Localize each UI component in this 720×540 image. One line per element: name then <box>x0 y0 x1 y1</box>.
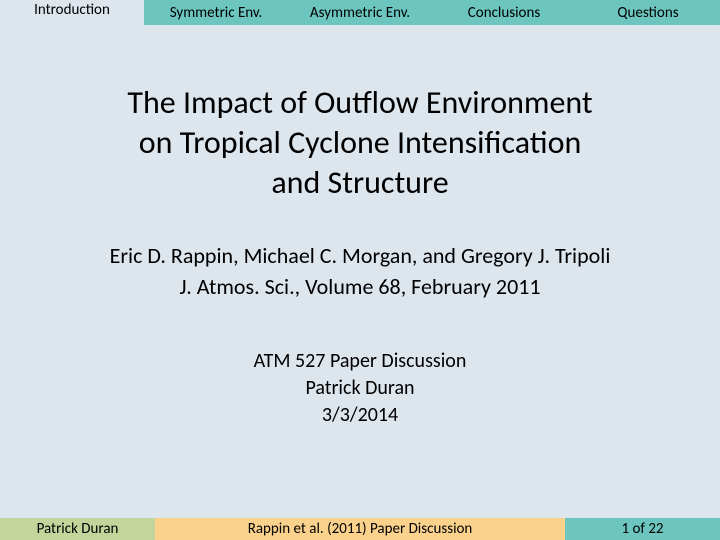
nav-tab-asymmetric[interactable]: Asymmetric Env. <box>288 0 432 25</box>
course-line: ATM 527 Paper Discussion <box>254 349 467 373</box>
discussion-info: ATM 527 Paper Discussion Patrick Duran 3… <box>254 348 467 429</box>
nav-bar: Introduction Symmetric Env. Asymmetric E… <box>0 0 720 25</box>
footer-bar: Patrick Duran Rappin et al. (2011) Paper… <box>0 518 720 540</box>
nav-tab-introduction[interactable]: Introduction <box>0 0 144 25</box>
presenter-line: Patrick Duran <box>305 376 414 400</box>
nav-tab-symmetric[interactable]: Symmetric Env. <box>144 0 288 25</box>
authors-block: Eric D. Rappin, Michael C. Morgan, and G… <box>110 241 611 303</box>
footer-page-number: 1 of 22 <box>565 518 720 540</box>
footer-presenter: Patrick Duran <box>0 518 155 540</box>
nav-tab-conclusions[interactable]: Conclusions <box>432 0 576 25</box>
journal-line: J. Atmos. Sci., Volume 68, February 2011 <box>179 273 540 300</box>
title-line: The Impact of Outflow Environment <box>127 83 592 122</box>
title-line: and Structure <box>271 163 448 202</box>
authors-line: Eric D. Rappin, Michael C. Morgan, and G… <box>110 242 611 269</box>
slide: Introduction Symmetric Env. Asymmetric E… <box>0 0 720 540</box>
content-area: The Impact of Outflow Environment on Tro… <box>0 25 720 518</box>
footer-title: Rappin et al. (2011) Paper Discussion <box>155 518 565 540</box>
nav-tab-questions[interactable]: Questions <box>576 0 720 25</box>
title-line: on Tropical Cyclone Intensification <box>139 123 582 162</box>
slide-title: The Impact of Outflow Environment on Tro… <box>127 83 592 203</box>
date-line: 3/3/2014 <box>322 403 398 427</box>
